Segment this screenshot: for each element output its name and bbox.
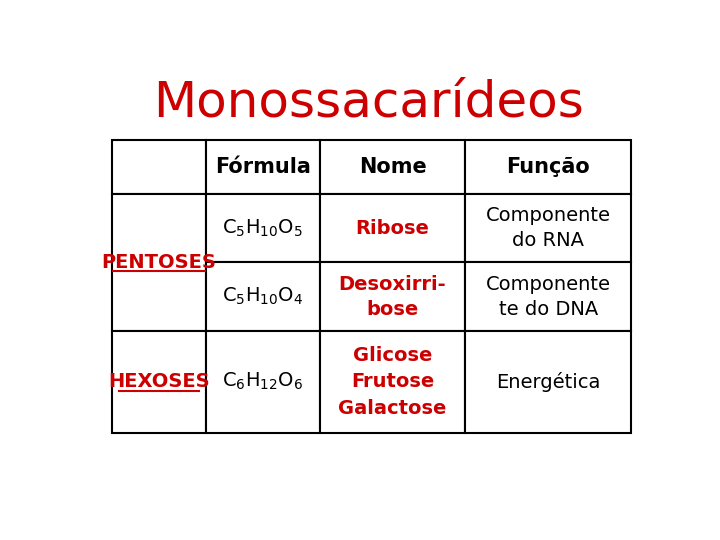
Bar: [206, 331, 320, 433]
Bar: [320, 262, 465, 331]
Bar: [206, 262, 320, 331]
Bar: [465, 194, 631, 262]
Bar: [320, 331, 465, 433]
Text: HEXOSES: HEXOSES: [108, 373, 210, 392]
Text: Energética: Energética: [496, 372, 600, 392]
Text: PENTOSES: PENTOSES: [102, 253, 217, 272]
Bar: [206, 140, 320, 194]
Bar: [112, 331, 206, 433]
Bar: [112, 140, 206, 194]
Bar: [465, 140, 631, 194]
Text: Fórmula: Fórmula: [215, 157, 311, 177]
Text: Função: Função: [506, 157, 590, 177]
Text: $\mathrm{C_5H_{10}O_4}$: $\mathrm{C_5H_{10}O_4}$: [222, 286, 303, 307]
Text: Nome: Nome: [359, 157, 426, 177]
Text: Monossacarídeos: Monossacarídeos: [153, 78, 585, 126]
Text: Desoxirri-
bose: Desoxirri- bose: [338, 275, 446, 319]
Text: $\mathrm{C_6H_{12}O_6}$: $\mathrm{C_6H_{12}O_6}$: [222, 371, 303, 393]
Bar: [320, 140, 465, 194]
Bar: [465, 331, 631, 433]
Text: Ribose: Ribose: [356, 219, 430, 238]
Text: Componente
te do DNA: Componente te do DNA: [486, 275, 611, 319]
Bar: [206, 194, 320, 262]
Bar: [320, 194, 465, 262]
Bar: [112, 194, 206, 331]
Text: Componente
do RNA: Componente do RNA: [486, 206, 611, 250]
Text: Glicose
Frutose
Galactose: Glicose Frutose Galactose: [338, 346, 446, 418]
Text: $\mathrm{C_5H_{10}O_5}$: $\mathrm{C_5H_{10}O_5}$: [222, 218, 303, 239]
Bar: [465, 262, 631, 331]
